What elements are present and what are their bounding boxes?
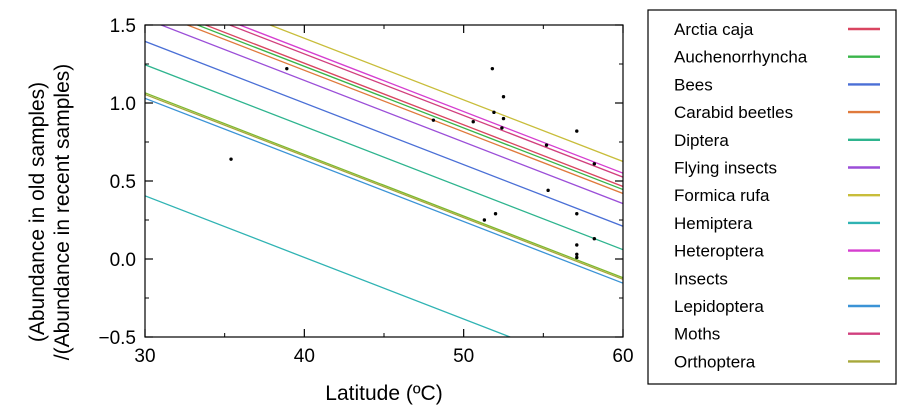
data-point-1 <box>285 66 289 71</box>
data-point-13 <box>575 129 579 133</box>
fit-line-series-3 <box>185 25 623 195</box>
y-tick-label: 0.5 <box>110 172 136 193</box>
fit-line-series-7 <box>145 195 512 337</box>
y-axis-ticks: −0.5 0.0 0.5 1.0 1.5 <box>98 16 623 349</box>
legend-label-8: Heteroptera <box>674 242 764 261</box>
data-point-7 <box>493 212 498 216</box>
legend-label-1: Auchenorrhyncha <box>674 48 808 67</box>
legend: Arctia caja Auchenorrhyncha Bees Carabid be… <box>674 20 880 371</box>
legend-label-7: Hemiptera <box>674 214 753 233</box>
x-tick-label: 40 <box>294 346 315 367</box>
x-tick-label: 60 <box>612 346 633 367</box>
legend-label-6: Formica rufa <box>674 186 770 205</box>
fit-line-series-6 <box>268 25 623 163</box>
legend-box <box>647 9 897 385</box>
data-point-16 <box>575 252 579 257</box>
legend-label-0: Arctia caja <box>674 20 754 39</box>
x-axis-label: Latitude (ºC) <box>325 382 442 405</box>
y-axis-label-line1: (Abundance in old samples) <box>26 82 49 342</box>
legend-label-3: Carabid beetles <box>674 103 793 122</box>
legend-label-10: Lepidoptera <box>674 297 764 316</box>
data-point-0 <box>229 157 233 161</box>
data-point-19 <box>592 237 597 241</box>
fit-line-series-1 <box>195 25 623 191</box>
fit-line-series-2 <box>145 40 623 227</box>
y-tick-label: 1.0 <box>110 94 136 115</box>
y-tick-label: 1.5 <box>110 16 136 37</box>
legend-label-11: Moths <box>674 325 720 344</box>
fit-line-series-9 <box>145 92 623 279</box>
data-point-12 <box>546 188 550 193</box>
fit-line-series-4 <box>145 64 623 251</box>
data-point-17 <box>575 255 579 260</box>
x-axis-ticks: 30 40 50 60 <box>134 25 634 367</box>
fit-lines <box>145 25 623 337</box>
data-point-15 <box>575 243 579 247</box>
legend-label-12: Orthoptera <box>674 352 756 371</box>
fit-line-series-8 <box>237 25 623 174</box>
legend-label-5: Flying insects <box>674 159 777 178</box>
legend-label-4: Diptera <box>674 131 729 150</box>
fit-line-series-10 <box>145 97 623 284</box>
data-point-3 <box>471 120 475 124</box>
legend-label-2: Bees <box>674 75 713 94</box>
fit-line-series-12 <box>145 93 623 280</box>
fit-line-series-5 <box>159 25 623 205</box>
data-point-11 <box>544 143 549 147</box>
data-point-6 <box>492 110 496 115</box>
data-point-8 <box>500 126 504 130</box>
data-point-10 <box>501 116 506 121</box>
plot-frame <box>144 24 624 338</box>
fit-line-series-11 <box>227 25 623 178</box>
data-point-4 <box>482 218 487 222</box>
data-points <box>229 66 597 260</box>
x-tick-label: 50 <box>453 346 474 367</box>
data-point-2 <box>431 118 436 122</box>
data-point-9 <box>501 95 506 99</box>
y-axis-label-line2: /(Abundance in recent samples) <box>51 64 74 361</box>
data-point-14 <box>575 212 579 216</box>
data-point-5 <box>490 66 495 71</box>
y-tick-label: −0.5 <box>98 328 136 349</box>
legend-label-9: Insects <box>674 269 728 288</box>
y-tick-label: 0.0 <box>110 250 136 271</box>
data-point-18 <box>592 162 597 166</box>
fit-line-series-0 <box>203 25 623 188</box>
x-tick-label: 30 <box>134 346 155 367</box>
